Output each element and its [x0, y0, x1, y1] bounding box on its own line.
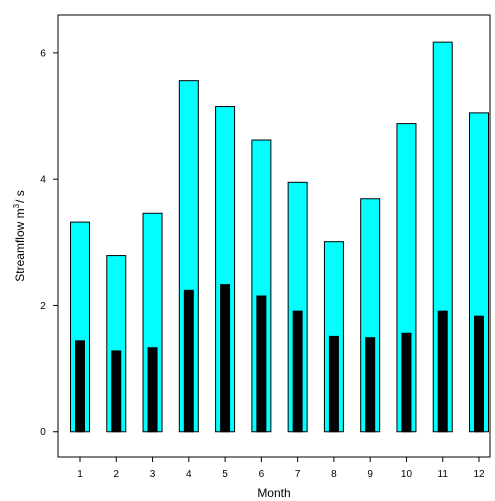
bar-inner	[256, 295, 267, 433]
y-axis: 0 2 4 6	[40, 48, 58, 438]
x-tick-label: 12	[473, 469, 485, 480]
y-axis-title-main: Streamflow m	[13, 208, 27, 281]
bar-inner	[365, 337, 376, 433]
x-tick-label: 8	[331, 469, 337, 480]
bar-inner	[111, 350, 122, 433]
bar-inner	[183, 289, 194, 433]
x-tick-label: 6	[259, 469, 265, 480]
bar-inner	[147, 347, 158, 433]
x-tick-label: 2	[113, 469, 119, 480]
x-tick-label: 5	[222, 469, 228, 480]
y-tick-label: 0	[40, 427, 46, 438]
bar-inner	[437, 310, 448, 433]
y-tick-label: 6	[40, 48, 46, 59]
bar-inner	[220, 284, 231, 433]
bars	[70, 41, 489, 433]
x-tick-label: 9	[367, 469, 373, 480]
x-tick-label: 3	[150, 469, 156, 480]
x-tick-label: 11	[438, 469, 449, 480]
bar-inner	[292, 310, 303, 433]
x-axis: 1 2 3 4 5 6 7 8 9 10 11 12	[77, 457, 485, 480]
x-tick-label: 1	[77, 469, 83, 480]
plot-frame	[57, 14, 491, 458]
bar-inner	[401, 332, 412, 433]
y-axis-title-superscript: 3	[12, 203, 21, 208]
bar-inner	[474, 315, 484, 433]
x-tick-label: 10	[401, 469, 413, 480]
x-tick-label: 4	[186, 469, 192, 480]
x-axis-title: Month	[257, 486, 290, 500]
y-tick-label: 4	[40, 175, 46, 186]
y-axis-title-suffix: / s	[13, 190, 27, 203]
y-axis-title: Streamflow m3/ s	[12, 190, 27, 281]
bar-inner	[75, 340, 85, 433]
bar-inner	[328, 335, 339, 433]
x-tick-label: 7	[295, 469, 301, 480]
y-tick-label: 2	[40, 301, 46, 312]
